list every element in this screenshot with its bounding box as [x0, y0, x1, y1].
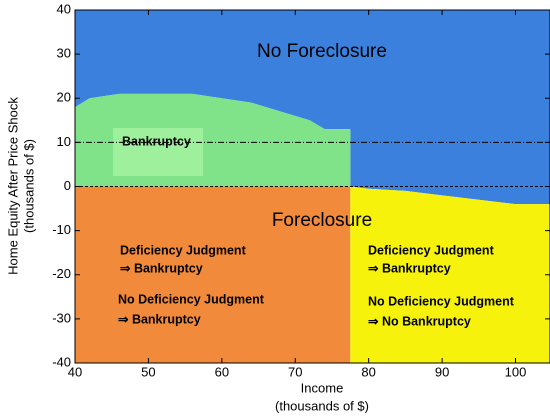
y-axis-label: Home Equity After Price Shock	[5, 97, 20, 275]
x-tick-label: 60	[215, 364, 229, 379]
y-tick-label: 40	[57, 1, 71, 16]
plot-frame	[74, 9, 550, 364]
plot-area	[75, 10, 550, 363]
annotation: Foreclosure	[272, 210, 372, 231]
annotation: No Deficiency Judgment	[118, 292, 265, 306]
annotation: Deficiency Judgment	[120, 243, 247, 257]
region	[350, 186, 550, 363]
annotation: ⇒ No Bankruptcy	[368, 314, 471, 328]
overlay	[75, 141, 550, 187]
annotation: Bankruptcy	[122, 134, 191, 148]
x-tick-label: 80	[361, 364, 375, 379]
annotation: ⇒ Bankruptcy	[118, 312, 201, 326]
y-tick-label: 0	[64, 178, 71, 193]
annotation: Deficiency Judgment	[368, 243, 495, 257]
x-tick-label: 90	[435, 364, 449, 379]
y-tick-label: 10	[57, 134, 71, 149]
y-tick-label: -30	[52, 310, 71, 325]
y-tick-label: 30	[57, 46, 71, 61]
region	[75, 186, 351, 363]
y-tick-label: -10	[52, 222, 71, 237]
region	[75, 10, 550, 205]
x-tick-label: 40	[68, 364, 82, 379]
x-axis-label: Income	[301, 380, 344, 395]
x-tick-label: 70	[288, 364, 302, 379]
y-tick-label: 20	[57, 90, 71, 105]
y-tick-label: -40	[52, 354, 71, 369]
x-tick-label: 50	[141, 364, 155, 379]
x-axis-label: (thousands of $)	[275, 398, 369, 413]
highlight-patch	[113, 128, 203, 176]
x-tick-label: 100	[505, 364, 527, 379]
annotation: No Foreclosure	[257, 41, 387, 62]
annotation: ⇒ Bankruptcy	[368, 261, 451, 275]
annotation: ⇒ Bankruptcy	[120, 261, 203, 275]
y-tick-label: -20	[52, 266, 71, 281]
y-axis-label: (thousands of $)	[21, 139, 36, 233]
annotation: No Deficiency Judgment	[368, 294, 515, 308]
